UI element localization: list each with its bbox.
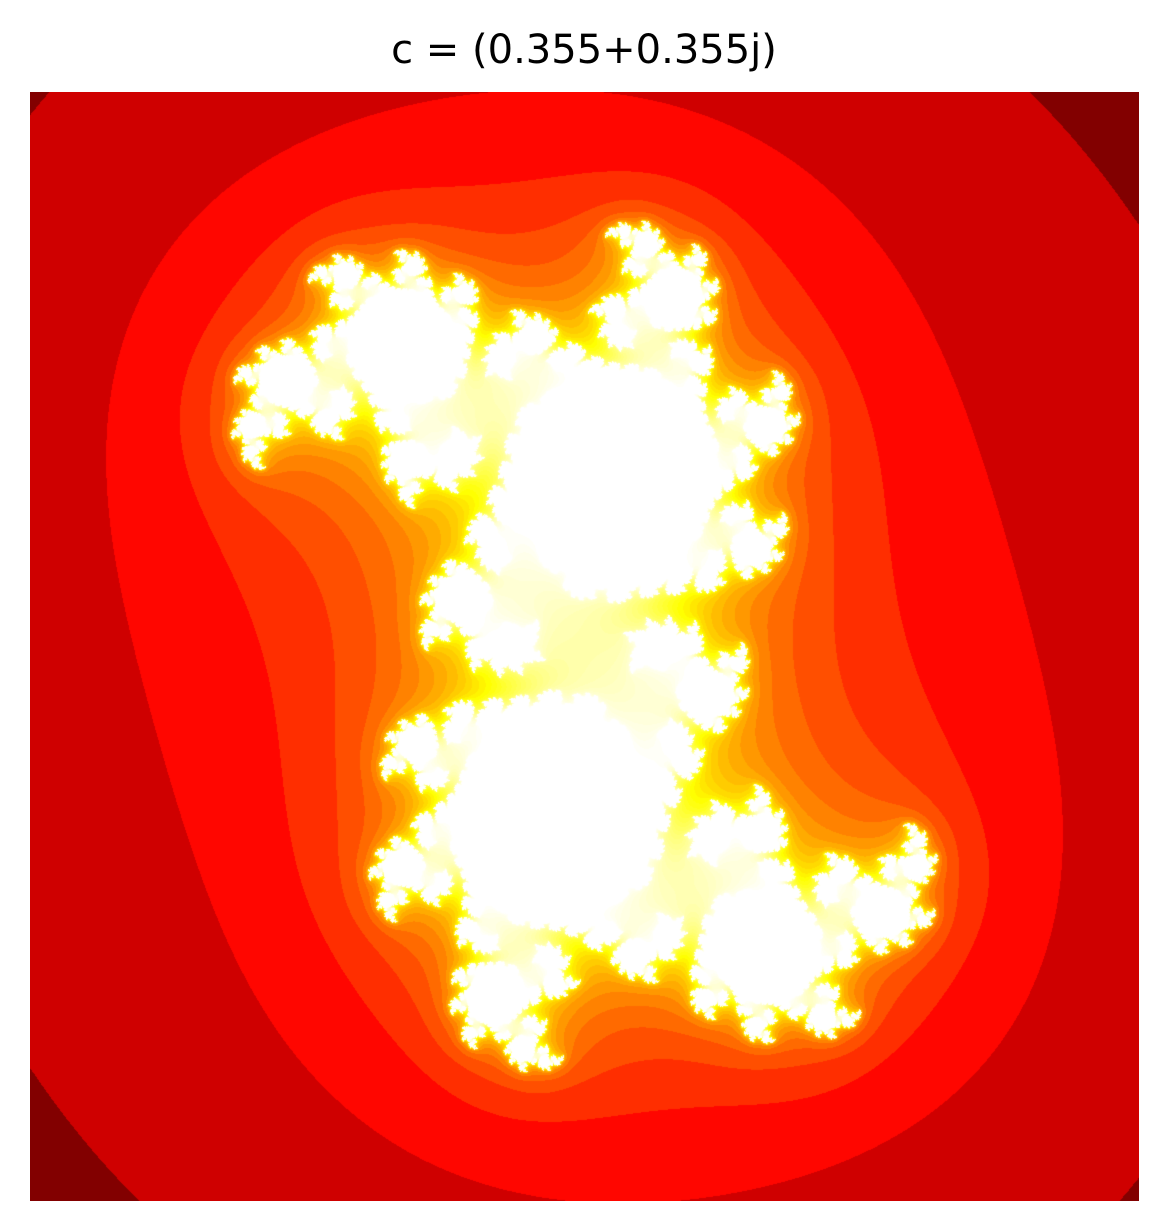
fractal-canvas xyxy=(30,92,1139,1201)
plot-title: c = (0.355+0.355j) xyxy=(391,27,777,73)
julia-set-image xyxy=(30,92,1139,1201)
